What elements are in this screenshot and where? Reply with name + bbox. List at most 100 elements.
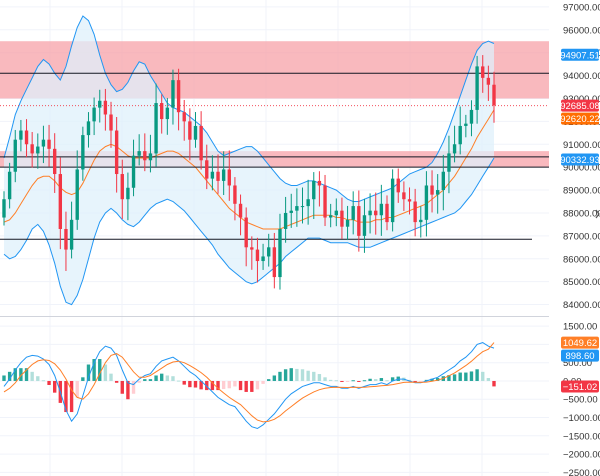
candle-body <box>103 100 108 115</box>
macd-histogram-bar <box>379 378 384 381</box>
candle-body <box>64 228 68 250</box>
candle-body <box>300 206 305 208</box>
candle-body <box>272 247 277 278</box>
price-tag-bg <box>561 153 599 166</box>
candle-body <box>312 180 316 200</box>
price-tag-bg <box>561 99 599 112</box>
macd-histogram-bar <box>362 380 367 382</box>
candle-body <box>283 212 288 229</box>
macd-histogram-bar <box>233 380 237 387</box>
price-tag-bg <box>561 48 599 61</box>
candle-body <box>109 114 113 131</box>
price-axis-tick-label: 93000.00 <box>563 94 600 105</box>
candle-body <box>390 178 395 223</box>
macd-histogram-bar <box>143 379 147 381</box>
macd-histogram-bar <box>452 374 457 381</box>
bollinger-lower-line <box>3 157 495 306</box>
horizontal-levels <box>0 72 549 240</box>
macd-histogram-bar <box>160 373 164 381</box>
candle-body <box>261 256 265 262</box>
price-axis-tick-label: 90000.00 <box>563 163 600 174</box>
candle-body <box>306 199 310 207</box>
candle-body <box>137 151 141 156</box>
candle-body <box>41 139 46 147</box>
macd-histogram-bar <box>86 364 91 381</box>
candle-body <box>362 215 367 236</box>
candle-body <box>233 185 237 204</box>
macd-histogram-bar <box>334 380 338 382</box>
candle-body <box>69 219 74 250</box>
macd-histogram-bar <box>154 375 158 381</box>
macd-histogram-bar <box>176 380 181 382</box>
candle-body <box>81 135 85 170</box>
candle-body <box>452 144 457 154</box>
macd-histogram-bar <box>300 369 305 381</box>
candle-body <box>154 103 158 154</box>
price-axis-tick-label: 85000.00 <box>563 277 600 288</box>
macd-histogram-bar <box>120 380 124 394</box>
macd-histogram-bar <box>131 380 136 394</box>
candle-body <box>244 217 248 248</box>
candle-body <box>340 210 344 227</box>
candle-body <box>413 201 417 223</box>
macd-histogram-bar <box>430 378 434 381</box>
macd-histogram-bar <box>114 380 119 383</box>
candle-body <box>2 199 6 218</box>
candle-body <box>289 210 293 213</box>
macd-histogram-bar <box>492 380 496 387</box>
macd-axis-tick-label: −2000.00 <box>563 450 600 461</box>
macd-histogram-bar <box>36 376 40 381</box>
macd-axis-tick-label: −500.00 <box>563 395 598 406</box>
macd-histogram-bar <box>283 369 288 381</box>
macd-histogram-bar <box>328 379 333 381</box>
candle-body <box>424 185 429 220</box>
price-axis-tick-label: 87000.00 <box>563 231 600 242</box>
candle-body <box>143 151 147 161</box>
price-axis-tick-label: 84000.00 <box>563 300 600 311</box>
candle-body <box>317 180 322 186</box>
macd-histogram-bar <box>13 368 17 381</box>
scroll-chevron-icon[interactable] <box>595 209 600 219</box>
macd-histogram-bar <box>24 368 29 381</box>
macd-histogram-bar <box>227 380 231 389</box>
macd-histogram-bar <box>481 371 485 381</box>
candle-body <box>345 219 350 227</box>
macd-histogram-bar <box>81 377 85 381</box>
candle-body <box>374 210 378 216</box>
candle-body <box>238 203 243 218</box>
macd-axis-tick-label: −1000.00 <box>563 413 600 424</box>
macd-histogram-bar <box>469 371 474 381</box>
candle-body <box>368 210 372 216</box>
candle-body <box>419 219 423 223</box>
candle-body <box>267 247 271 257</box>
macd-histogram-bar <box>306 370 310 381</box>
candle-body <box>486 77 491 85</box>
macd-value-tag-bg <box>561 349 599 362</box>
price-axis-tick-label: 91000.00 <box>563 140 600 151</box>
price-tag: 94907.51 <box>560 50 600 61</box>
macd-histogram-bar <box>390 377 395 381</box>
macd-histogram-bar <box>109 373 113 381</box>
candle-body <box>323 185 327 218</box>
macd-value-tag-bg <box>561 380 599 393</box>
price-axis-tick-label: 88000.00 <box>563 208 600 219</box>
macd-histogram-bar <box>148 379 153 381</box>
macd-histogram-bar <box>407 379 412 381</box>
candle-body <box>464 123 468 126</box>
macd-histogram-bar <box>267 379 271 381</box>
candle-body <box>475 66 479 110</box>
moving-average-line <box>3 109 495 230</box>
candle-body <box>75 169 79 220</box>
candle-body <box>7 171 12 200</box>
macd-histogram-bar <box>250 380 254 392</box>
macd-histogram-bar <box>374 379 378 381</box>
macd-histogram-bar <box>351 380 355 382</box>
macd-histogram-bar <box>278 371 282 381</box>
macd-pane <box>2 342 496 430</box>
macd-value-tag: 1049.62 <box>563 338 597 349</box>
candle-body <box>221 169 226 181</box>
candle-body <box>58 174 63 229</box>
right-axis-background <box>549 0 600 476</box>
candle-body <box>199 125 203 161</box>
